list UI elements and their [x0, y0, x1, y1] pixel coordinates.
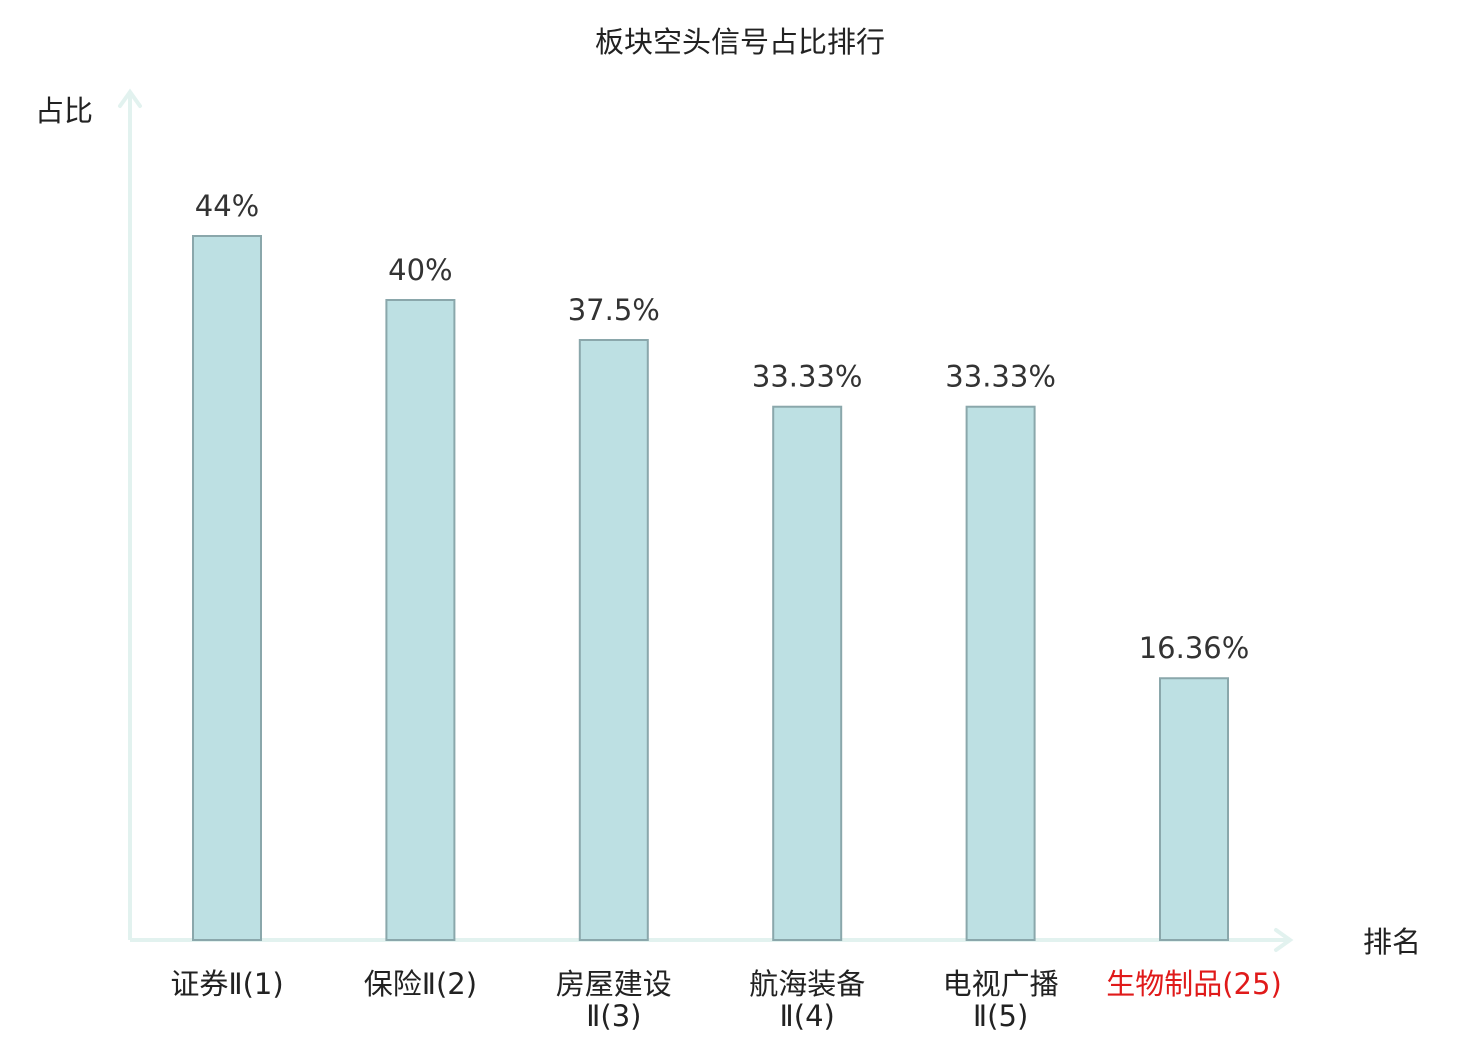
- data-label: 37.5%: [568, 293, 660, 327]
- bar: [192, 235, 262, 941]
- x-tick-label: Ⅱ(5): [973, 999, 1028, 1033]
- x-tick-label: 航海装备: [749, 967, 865, 1001]
- data-label: 40%: [388, 253, 452, 287]
- x-tick-label: 房屋建设: [556, 967, 672, 1001]
- data-label: 33.33%: [945, 360, 1056, 394]
- x-axis-label: 排名: [1363, 925, 1421, 959]
- data-label: 16.36%: [1139, 631, 1250, 665]
- data-label: 44%: [195, 189, 259, 223]
- y-axis-label: 占比: [35, 94, 93, 128]
- bar: [385, 299, 456, 941]
- bar: [578, 339, 649, 941]
- bars-group: [192, 235, 1229, 942]
- x-tick-label: 证券Ⅱ(1): [170, 967, 283, 1001]
- x-axis-arrow: [1274, 928, 1294, 952]
- y-axis-arrow: [118, 88, 142, 108]
- chart-title: 板块空头信号占比排行: [595, 25, 885, 59]
- x-tick-label: Ⅱ(3): [586, 999, 641, 1033]
- x-tick-label: 电视广播: [943, 967, 1059, 1001]
- data-labels-group: 44% 40% 37.5% 33.33% 33.33% 16.36%: [195, 189, 1250, 665]
- x-tick-label: Ⅱ(4): [780, 999, 835, 1033]
- bar: [1159, 677, 1229, 941]
- data-label: 33.33%: [752, 360, 863, 394]
- bar: [965, 405, 1036, 942]
- bar: [772, 405, 843, 942]
- x-tick-label: 生物制品(25): [1106, 967, 1282, 1001]
- axes: [118, 88, 1294, 952]
- x-tick-label: 保险Ⅱ(2): [364, 967, 477, 1001]
